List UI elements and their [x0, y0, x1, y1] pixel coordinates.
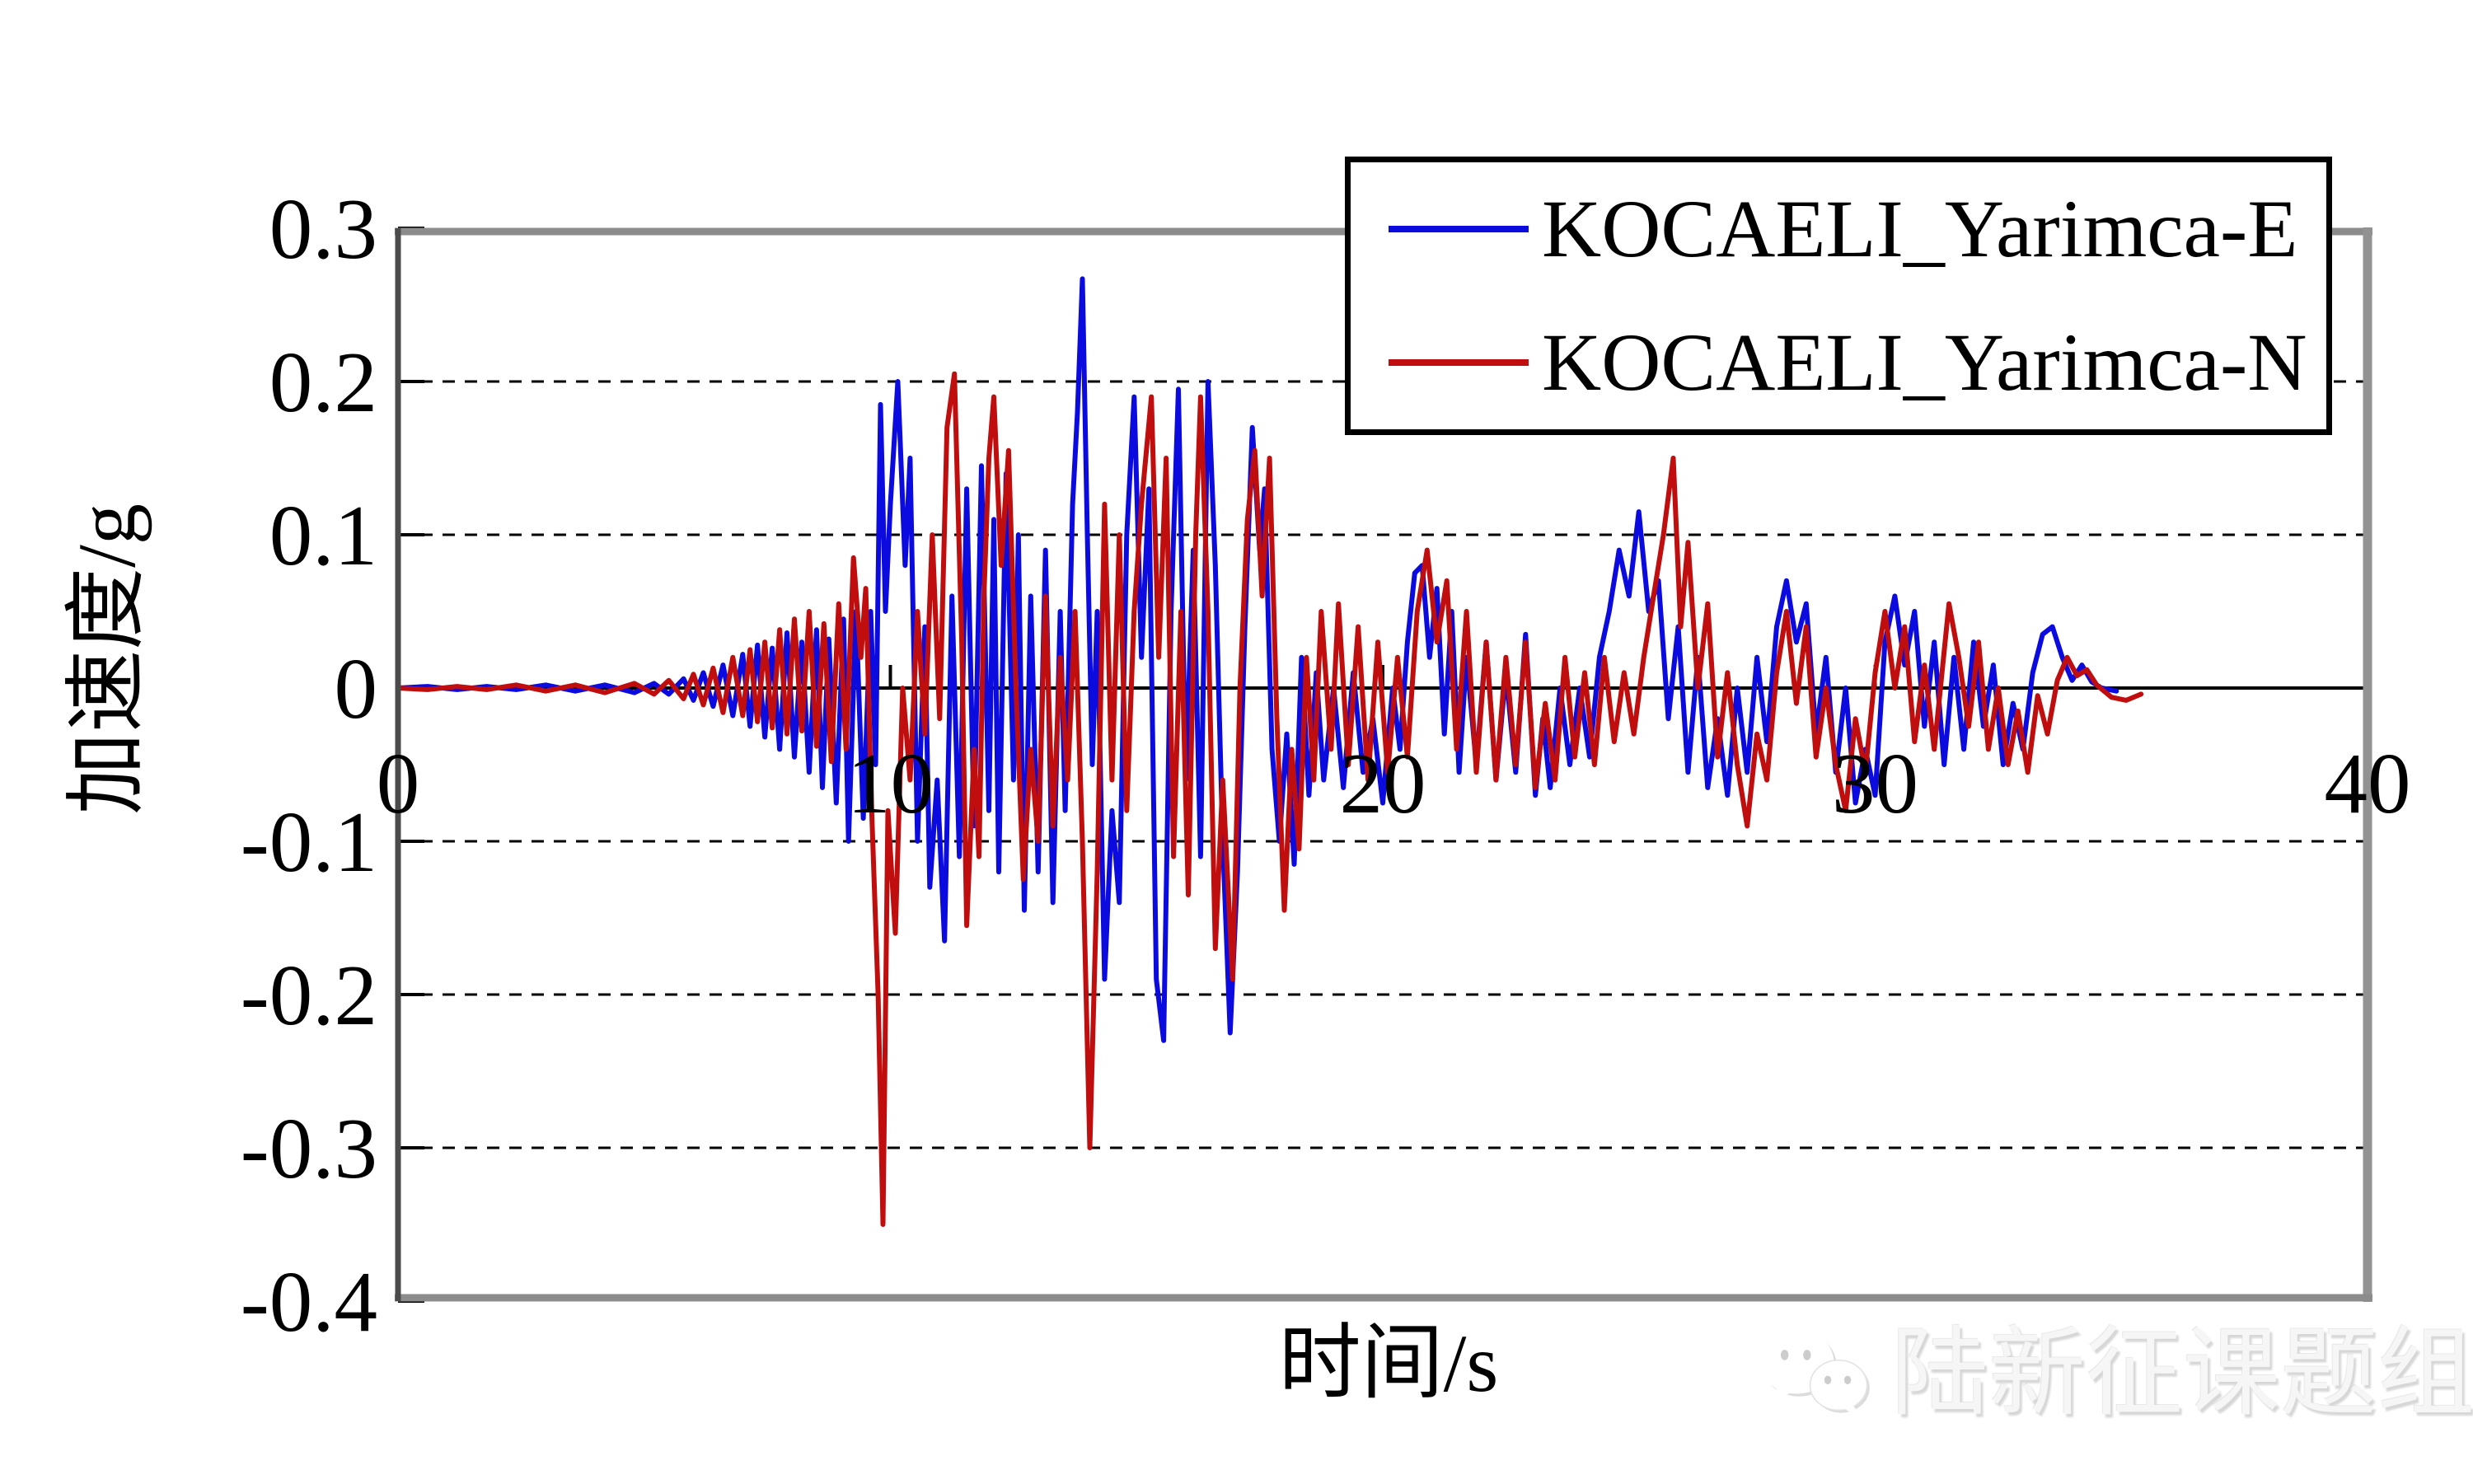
wechat-icon — [1759, 1330, 1870, 1418]
legend-label-yarimca-e: KOCAELI_Yarimca-E — [1542, 183, 2298, 274]
watermark: 陆新征课题组 — [1754, 1300, 2473, 1449]
legend-label-yarimca-n: KOCAELI_Yarimca-N — [1542, 316, 2307, 408]
x-axis-title: 时间/s — [1278, 1318, 1499, 1409]
watermark-text: 陆新征课题组 — [1890, 1320, 2473, 1428]
legend-item-yarimca-n: KOCAELI_Yarimca-N — [1351, 296, 2326, 429]
x-axis-tick-label-30: 30 — [1832, 735, 1918, 831]
y-axis-tick-label--0.4: -0.4 — [240, 1253, 377, 1350]
y-axis-tick-label--0.2: -0.2 — [240, 947, 377, 1043]
y-axis-tick-label-0: 0 — [334, 640, 378, 737]
series-line-kocaeli-yarimca-n — [396, 371, 2144, 1227]
legend-line-sample-red — [1389, 359, 1529, 366]
y-axis-tick-label--0.1: -0.1 — [240, 793, 377, 890]
y-axis-tick-label--0.3: -0.3 — [240, 1100, 377, 1196]
legend-item-yarimca-e: KOCAELI_Yarimca-E — [1351, 162, 2326, 296]
y-axis-tick-label-0.2: 0.2 — [269, 334, 377, 430]
legend-line-sample-blue — [1389, 226, 1529, 232]
legend: KOCAELI_Yarimca-E KOCAELI_Yarimca-N — [1345, 157, 2332, 435]
y-axis-title: 加速度/g — [61, 503, 152, 815]
y-axis-tick-label-0.3: 0.3 — [269, 180, 377, 277]
x-axis-tick-label-20: 20 — [1339, 735, 1426, 831]
x-axis-tick-label-0: 0 — [376, 735, 420, 831]
x-axis-tick-label-40: 40 — [2324, 735, 2411, 831]
y-axis-tick-label-0.1: 0.1 — [269, 487, 377, 583]
x-axis-tick-label-10: 10 — [847, 735, 934, 831]
